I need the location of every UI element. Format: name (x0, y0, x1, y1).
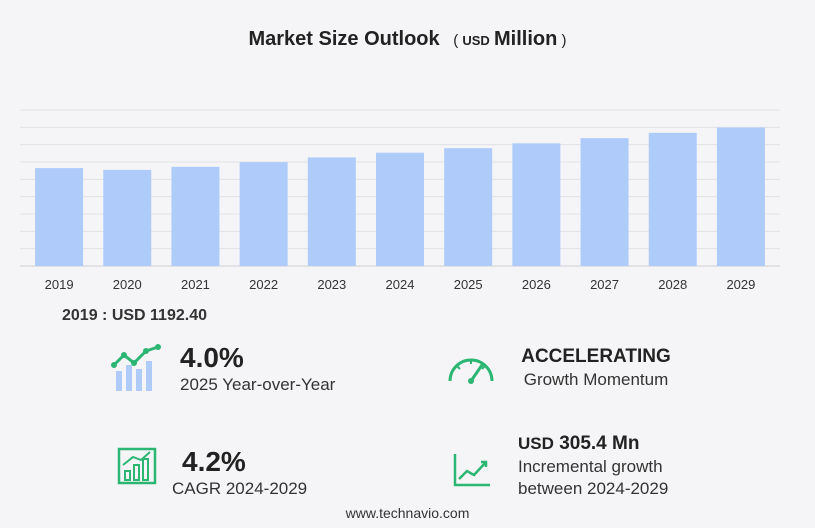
x-tick-2025: 2025 (454, 277, 483, 292)
chart-bars (35, 127, 765, 266)
x-tick-2024: 2024 (386, 277, 415, 292)
yoy-value: 4.0% (180, 342, 244, 373)
cagr-stat: 4.2% CAGR 2024-2029 (172, 446, 307, 500)
incremental-label-line1: Incremental growth (518, 457, 663, 476)
chart-title: Market Size Outlook ( USD Million ) (0, 28, 815, 51)
bar-2023 (307, 157, 356, 266)
x-tick-2023: 2023 (317, 277, 346, 292)
yoy-label: 2025 Year-over-Year (180, 375, 336, 394)
title-text: Market Size Outlook (248, 28, 440, 50)
base-year-value: 2019 : USD 1192.40 (62, 307, 207, 324)
bar-chart-icon (117, 447, 157, 485)
cagr-value: 4.2% (182, 446, 246, 477)
line-chart-icon (453, 454, 490, 487)
momentum-label: Growth Momentum (523, 370, 669, 389)
x-tick-2022: 2022 (249, 277, 278, 292)
bar-2024 (376, 152, 424, 266)
speedometer-icon (448, 358, 494, 384)
bar-2028 (648, 132, 697, 266)
cagr-label: CAGR 2024-2029 (172, 479, 308, 498)
x-tick-2028: 2028 (658, 277, 687, 292)
x-tick-2019: 2019 (45, 277, 74, 292)
x-tick-2021: 2021 (181, 277, 210, 292)
market-size-bar-chart: 2019 2020 2021 2022 2023 2024 2025 2026 2027 2028… (20, 109, 780, 292)
bar-2022 (239, 162, 288, 266)
bar-2026 (512, 143, 561, 266)
momentum-stat: ACCELERATING Growth Momentum (510, 345, 682, 391)
x-tick-2026: 2026 (522, 277, 551, 292)
yoy-stat: 4.0% 2025 Year-over-Year (180, 342, 335, 396)
source-footer: www.technavio.com (345, 505, 470, 521)
x-tick-2020: 2020 (113, 277, 142, 292)
bar-2027 (580, 138, 629, 266)
incremental-label-line2: between 2024-2029 (518, 479, 669, 498)
momentum-value: ACCELERATING (521, 346, 671, 367)
bar-2029 (716, 127, 765, 266)
x-tick-2029: 2029 (726, 277, 755, 292)
chart-x-tick-labels: 2019 2020 2021 2022 2023 2024 2025 2026 2027 2028… (45, 277, 756, 292)
incremental-stat: USD 305.4 Mn Incremental growth between … (518, 432, 668, 500)
bar-2021 (171, 166, 220, 266)
bar-2020 (103, 169, 152, 266)
title-unit: ( USD Million ) (453, 28, 567, 50)
bar-growth-icon (111, 344, 161, 391)
bar-2025 (444, 148, 493, 266)
x-tick-2027: 2027 (590, 277, 619, 292)
bar-2019 (35, 168, 84, 266)
incremental-value: USD 305.4 Mn (518, 433, 640, 454)
